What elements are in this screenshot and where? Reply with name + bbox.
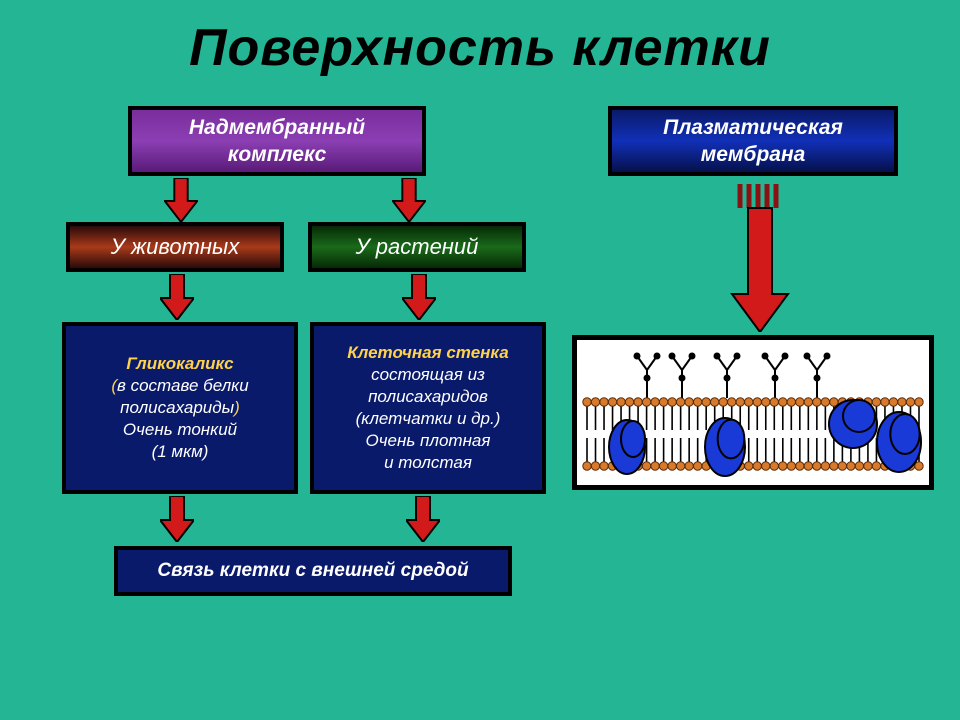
supramembrane-line1: Надмембранный [189,114,365,141]
wall-line1: состоящая из [371,364,485,386]
glyco-line4: (1 мкм) [152,441,209,463]
arrow-down-4 [402,274,436,320]
arrow-down-2 [392,178,426,222]
arrow-down-5 [160,496,194,542]
box-supramembrane: Надмембранный комплекс [128,106,426,176]
glyco-title: Гликокаликс [126,353,233,375]
arrow-down-3 [160,274,194,320]
box-plants: У растений [308,222,526,272]
box-cellwall: Клеточная стенка состоящая из полисахари… [310,322,546,494]
arrow-down-1 [164,178,198,222]
wall-line2: полисахаридов [368,386,488,408]
page-title: Поверхность клетки [0,18,960,78]
glyco-line1: (в составе белки [111,375,248,397]
glyco-l1-text: в составе белки [117,376,249,395]
glyco-line3: Очень тонкий [123,419,237,441]
plasma-line2: мембрана [701,141,806,168]
animals-label: У животных [111,233,239,262]
box-connection: Связь клетки с внешней средой [114,546,512,596]
plants-label: У растений [356,233,479,262]
arrow-plasma-down [730,184,790,332]
box-animals: У животных [66,222,284,272]
wall-line4: Очень плотная [366,430,491,452]
connection-label: Связь клетки с внешней средой [157,559,468,584]
glyco-l2-text: полисахариды [120,398,234,417]
glyco-line2: полисахариды) [120,397,240,419]
supramembrane-line2: комплекс [228,141,327,168]
wall-line5: и толстая [384,452,472,474]
glyco-paren-close: ) [234,398,240,417]
membrane-svg [577,340,929,485]
wall-line3: (клетчатки и др.) [356,408,501,430]
box-glycocalyx: Гликокаликс (в составе белки полисахарид… [62,322,298,494]
arrow-down-6 [406,496,440,542]
wall-title: Клеточная стенка [347,342,508,364]
membrane-figure [572,335,934,490]
plasma-line1: Плазматическая [663,114,843,141]
box-plasma: Плазматическая мембрана [608,106,898,176]
